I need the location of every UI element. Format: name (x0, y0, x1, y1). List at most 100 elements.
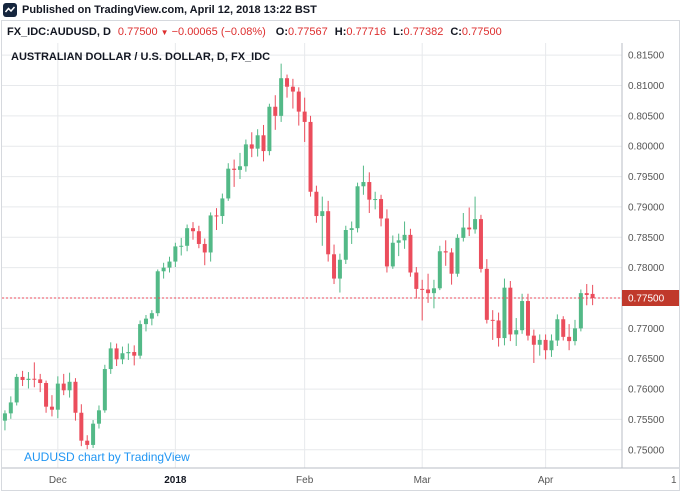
low-value: 0.77382 (403, 26, 444, 38)
candle-body (578, 293, 583, 329)
candle-body (467, 227, 472, 230)
symbol-ohlc-bar: FX_IDC:AUDUSD, D 0.77500 ▼ −0.00065 (−0.… (2, 21, 679, 43)
watermark-link[interactable]: AUDUSD chart by TradingView (24, 450, 190, 464)
candle-body (267, 106, 272, 152)
candle-body (455, 237, 460, 274)
candle-body (332, 254, 337, 279)
open-value: 0.77567 (288, 26, 328, 38)
candle-body (220, 198, 225, 217)
candlestick-chart: 0.81500 0.81000 0.80500 0.80000 0.79500 0.790… (2, 43, 679, 486)
y-axis-label: 0.79000 (628, 202, 665, 213)
candle-body (102, 369, 107, 411)
candle-body (337, 259, 342, 279)
candle-body (408, 234, 413, 273)
candle-body (261, 135, 266, 152)
candle-body (155, 271, 160, 314)
y-axis-label: 0.75000 (628, 445, 665, 456)
close-pair: C:0.77500 (450, 26, 501, 38)
y-axis-label: 0.75500 (628, 415, 665, 426)
candle-body (167, 261, 172, 268)
candle-body (314, 191, 319, 217)
candle-body (290, 86, 295, 92)
chart-frame: FX_IDC:AUDUSD, D 0.77500 ▼ −0.00065 (−0.… (1, 20, 680, 491)
candle-body (296, 91, 301, 112)
candle-body (525, 301, 530, 336)
y-axis-label: 0.76000 (628, 385, 665, 396)
candle-body (96, 410, 101, 424)
price-change: −0.00065 (−0.08%) (171, 26, 266, 38)
x-axis-label: Mar (414, 475, 432, 486)
candle-body (20, 376, 25, 380)
candle-body (214, 215, 219, 217)
candle-body (202, 243, 207, 253)
last-price-badge-label: 0.77500 (628, 294, 665, 305)
candle-body (173, 246, 178, 262)
candle-body (249, 144, 254, 149)
candle-body (91, 423, 96, 445)
chart-title: AUSTRALIAN DOLLAR / U.S. DOLLAR, D, FX_I… (11, 51, 271, 63)
candle-body (502, 287, 507, 339)
candle-body (431, 288, 436, 294)
candle-body (73, 381, 78, 413)
candle-body (138, 324, 143, 356)
candle-body (255, 135, 260, 149)
y-axis-label: 0.77000 (628, 324, 665, 335)
candle-body (343, 230, 348, 260)
candle-body (8, 402, 13, 414)
tradingview-logo-icon (3, 3, 17, 17)
candle-body (226, 168, 231, 199)
candle-body (2, 413, 7, 421)
candle-body (279, 78, 284, 116)
published-text: Published on TradingView.com, April 12, … (22, 4, 317, 16)
candle-body (449, 252, 454, 274)
candle-body (361, 182, 366, 187)
candle-body (379, 199, 384, 219)
candle-body (549, 340, 554, 351)
candle-body (85, 440, 90, 445)
candle-body (114, 348, 119, 360)
candle-body (320, 211, 325, 217)
candle-body (14, 376, 19, 403)
high-value: 0.77716 (346, 26, 387, 38)
candle-body (420, 288, 425, 290)
low-label: L: (393, 26, 404, 38)
candle-body (473, 219, 478, 230)
candle-body (490, 319, 495, 321)
y-axis-label: 0.80000 (628, 142, 665, 153)
candle-body (355, 186, 360, 229)
candle-body (196, 231, 201, 244)
last-price-badge (622, 290, 679, 306)
open-label: O: (275, 26, 289, 38)
candle-body (273, 106, 278, 116)
candle-body (302, 111, 307, 122)
candle-body (531, 335, 536, 345)
candle-body (555, 319, 560, 341)
candle-body (26, 378, 31, 380)
candle-body (426, 289, 431, 294)
candle-body (132, 352, 137, 356)
candle-body (67, 381, 72, 391)
candle-body (543, 339, 548, 351)
x-axis-label: 2018 (164, 475, 187, 486)
y-axis-label: 0.78500 (628, 233, 665, 244)
candle-body (520, 301, 525, 331)
close-label: C: (450, 26, 462, 38)
candle-body (120, 353, 125, 360)
candle-body (326, 211, 331, 255)
price-down-arrow-icon: ▼ (160, 27, 169, 37)
close-value: 0.77500 (461, 26, 502, 38)
high-label: H: (334, 26, 347, 38)
candle-body (384, 218, 389, 267)
candle-body (49, 406, 54, 410)
candle-body (285, 78, 290, 87)
candle-body (108, 348, 113, 370)
candle-body (61, 383, 66, 391)
candle-body (584, 293, 589, 295)
candle-body (390, 242, 395, 267)
symbol-name: FX_IDC:AUDUSD, D (7, 26, 111, 38)
high-pair: H:0.77716 (335, 26, 386, 38)
candle-body (590, 293, 595, 298)
candle-body (508, 287, 513, 335)
y-axis-label: 0.79500 (628, 172, 665, 183)
